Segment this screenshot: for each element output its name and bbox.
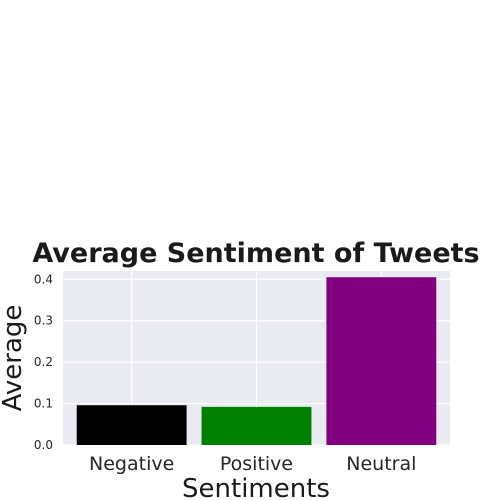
x-axis-label: Sentiments	[182, 474, 330, 500]
y-axis-label: Average	[0, 305, 28, 412]
bars	[76, 277, 437, 445]
x-tick-labels: Negative Positive Neutral	[89, 453, 416, 475]
bar-negative	[76, 405, 187, 445]
chart-title: Average Sentiment of Tweets	[32, 238, 479, 269]
x-tick-label-neutral: Neutral	[346, 453, 416, 475]
y-tick-label: 0.2	[34, 355, 53, 369]
bar-neutral	[326, 277, 437, 445]
x-tick-label-negative: Negative	[89, 453, 174, 475]
y-tick-labels: 0.0 0.1 0.2 0.3 0.4	[34, 272, 53, 452]
y-tick-label: 0.1	[34, 397, 53, 411]
y-tick-label: 0.0	[34, 438, 53, 452]
bar-positive	[201, 406, 312, 445]
x-tick-label-positive: Positive	[220, 453, 293, 475]
y-tick-label: 0.4	[34, 272, 53, 286]
y-tick-label: 0.3	[34, 314, 53, 328]
